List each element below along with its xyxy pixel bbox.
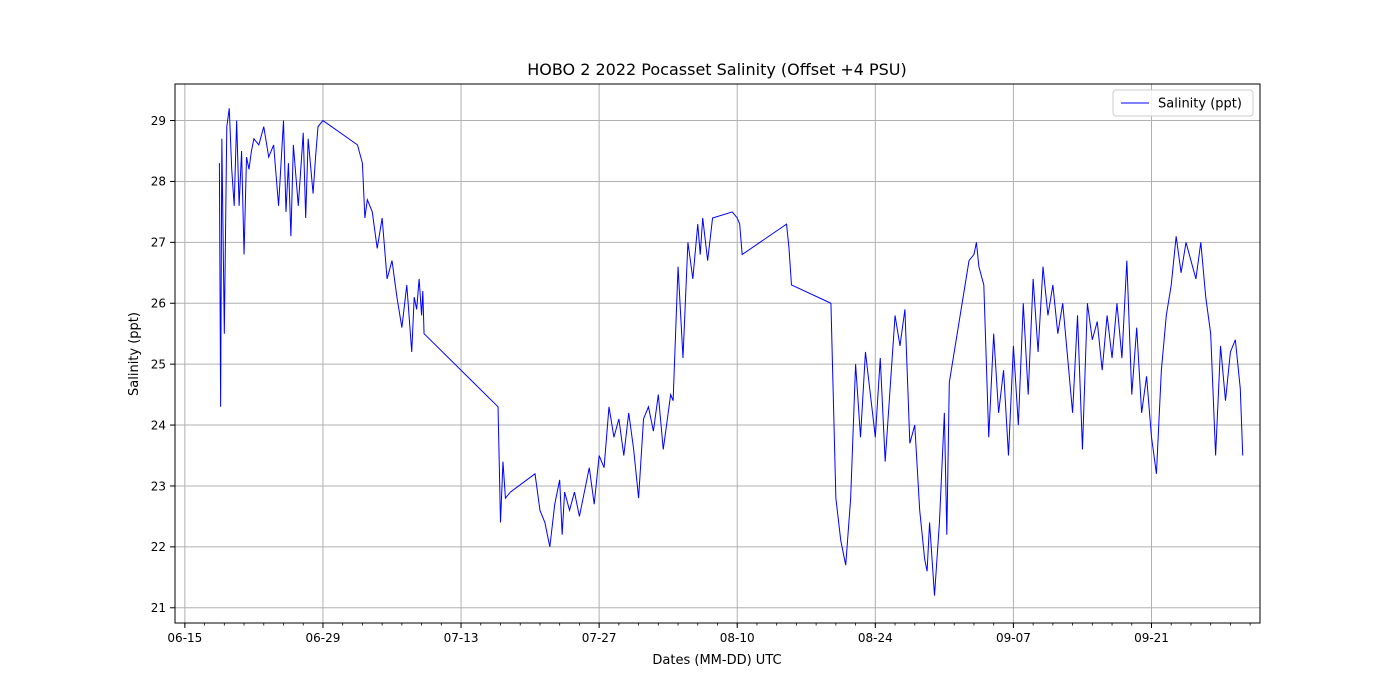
y-tick-label: 26: [151, 297, 166, 311]
legend: Salinity (ppt): [1112, 89, 1254, 117]
plot-area: [218, 108, 1244, 596]
x-tick-label: 06-29: [306, 631, 341, 645]
y-axis-label: Salinity (ppt): [127, 312, 142, 396]
x-axis-label: Dates (MM-DD) UTC: [652, 653, 781, 668]
legend-box: [1112, 89, 1254, 117]
series-line-salinity: [218, 108, 1244, 596]
x-tick-label: 07-13: [444, 631, 479, 645]
legend-label: Salinity (ppt): [1158, 97, 1242, 112]
x-tick-label: 09-07: [996, 631, 1031, 645]
x-tick-label: 06-15: [167, 631, 202, 645]
y-tick-label: 23: [151, 479, 166, 493]
y-tick-label: 27: [151, 236, 166, 250]
x-tick-label: 08-24: [858, 631, 893, 645]
y-tick-label: 24: [151, 418, 166, 432]
y-tick-label: 21: [151, 601, 166, 615]
x-tick-label: 09-21: [1134, 631, 1169, 645]
y-axis: 21 22 23 24 25 26 27 28 29: [151, 114, 175, 615]
y-tick-label: 28: [151, 175, 166, 189]
y-tick-label: 25: [151, 357, 166, 371]
x-axis: 06-15 06-29 07-13 07-27 08-10 08-24 09-07 09-21: [167, 623, 1251, 645]
grid-layer: [175, 84, 1260, 623]
x-tick-label: 07-27: [582, 631, 617, 645]
chart-title: HOBO 2 2022 Pocasset Salinity (Offset +4…: [527, 60, 907, 79]
y-tick-label: 29: [151, 114, 166, 128]
plot-frame: [174, 83, 1261, 624]
y-tick-label: 22: [151, 540, 166, 554]
x-tick-label: 08-10: [720, 631, 755, 645]
